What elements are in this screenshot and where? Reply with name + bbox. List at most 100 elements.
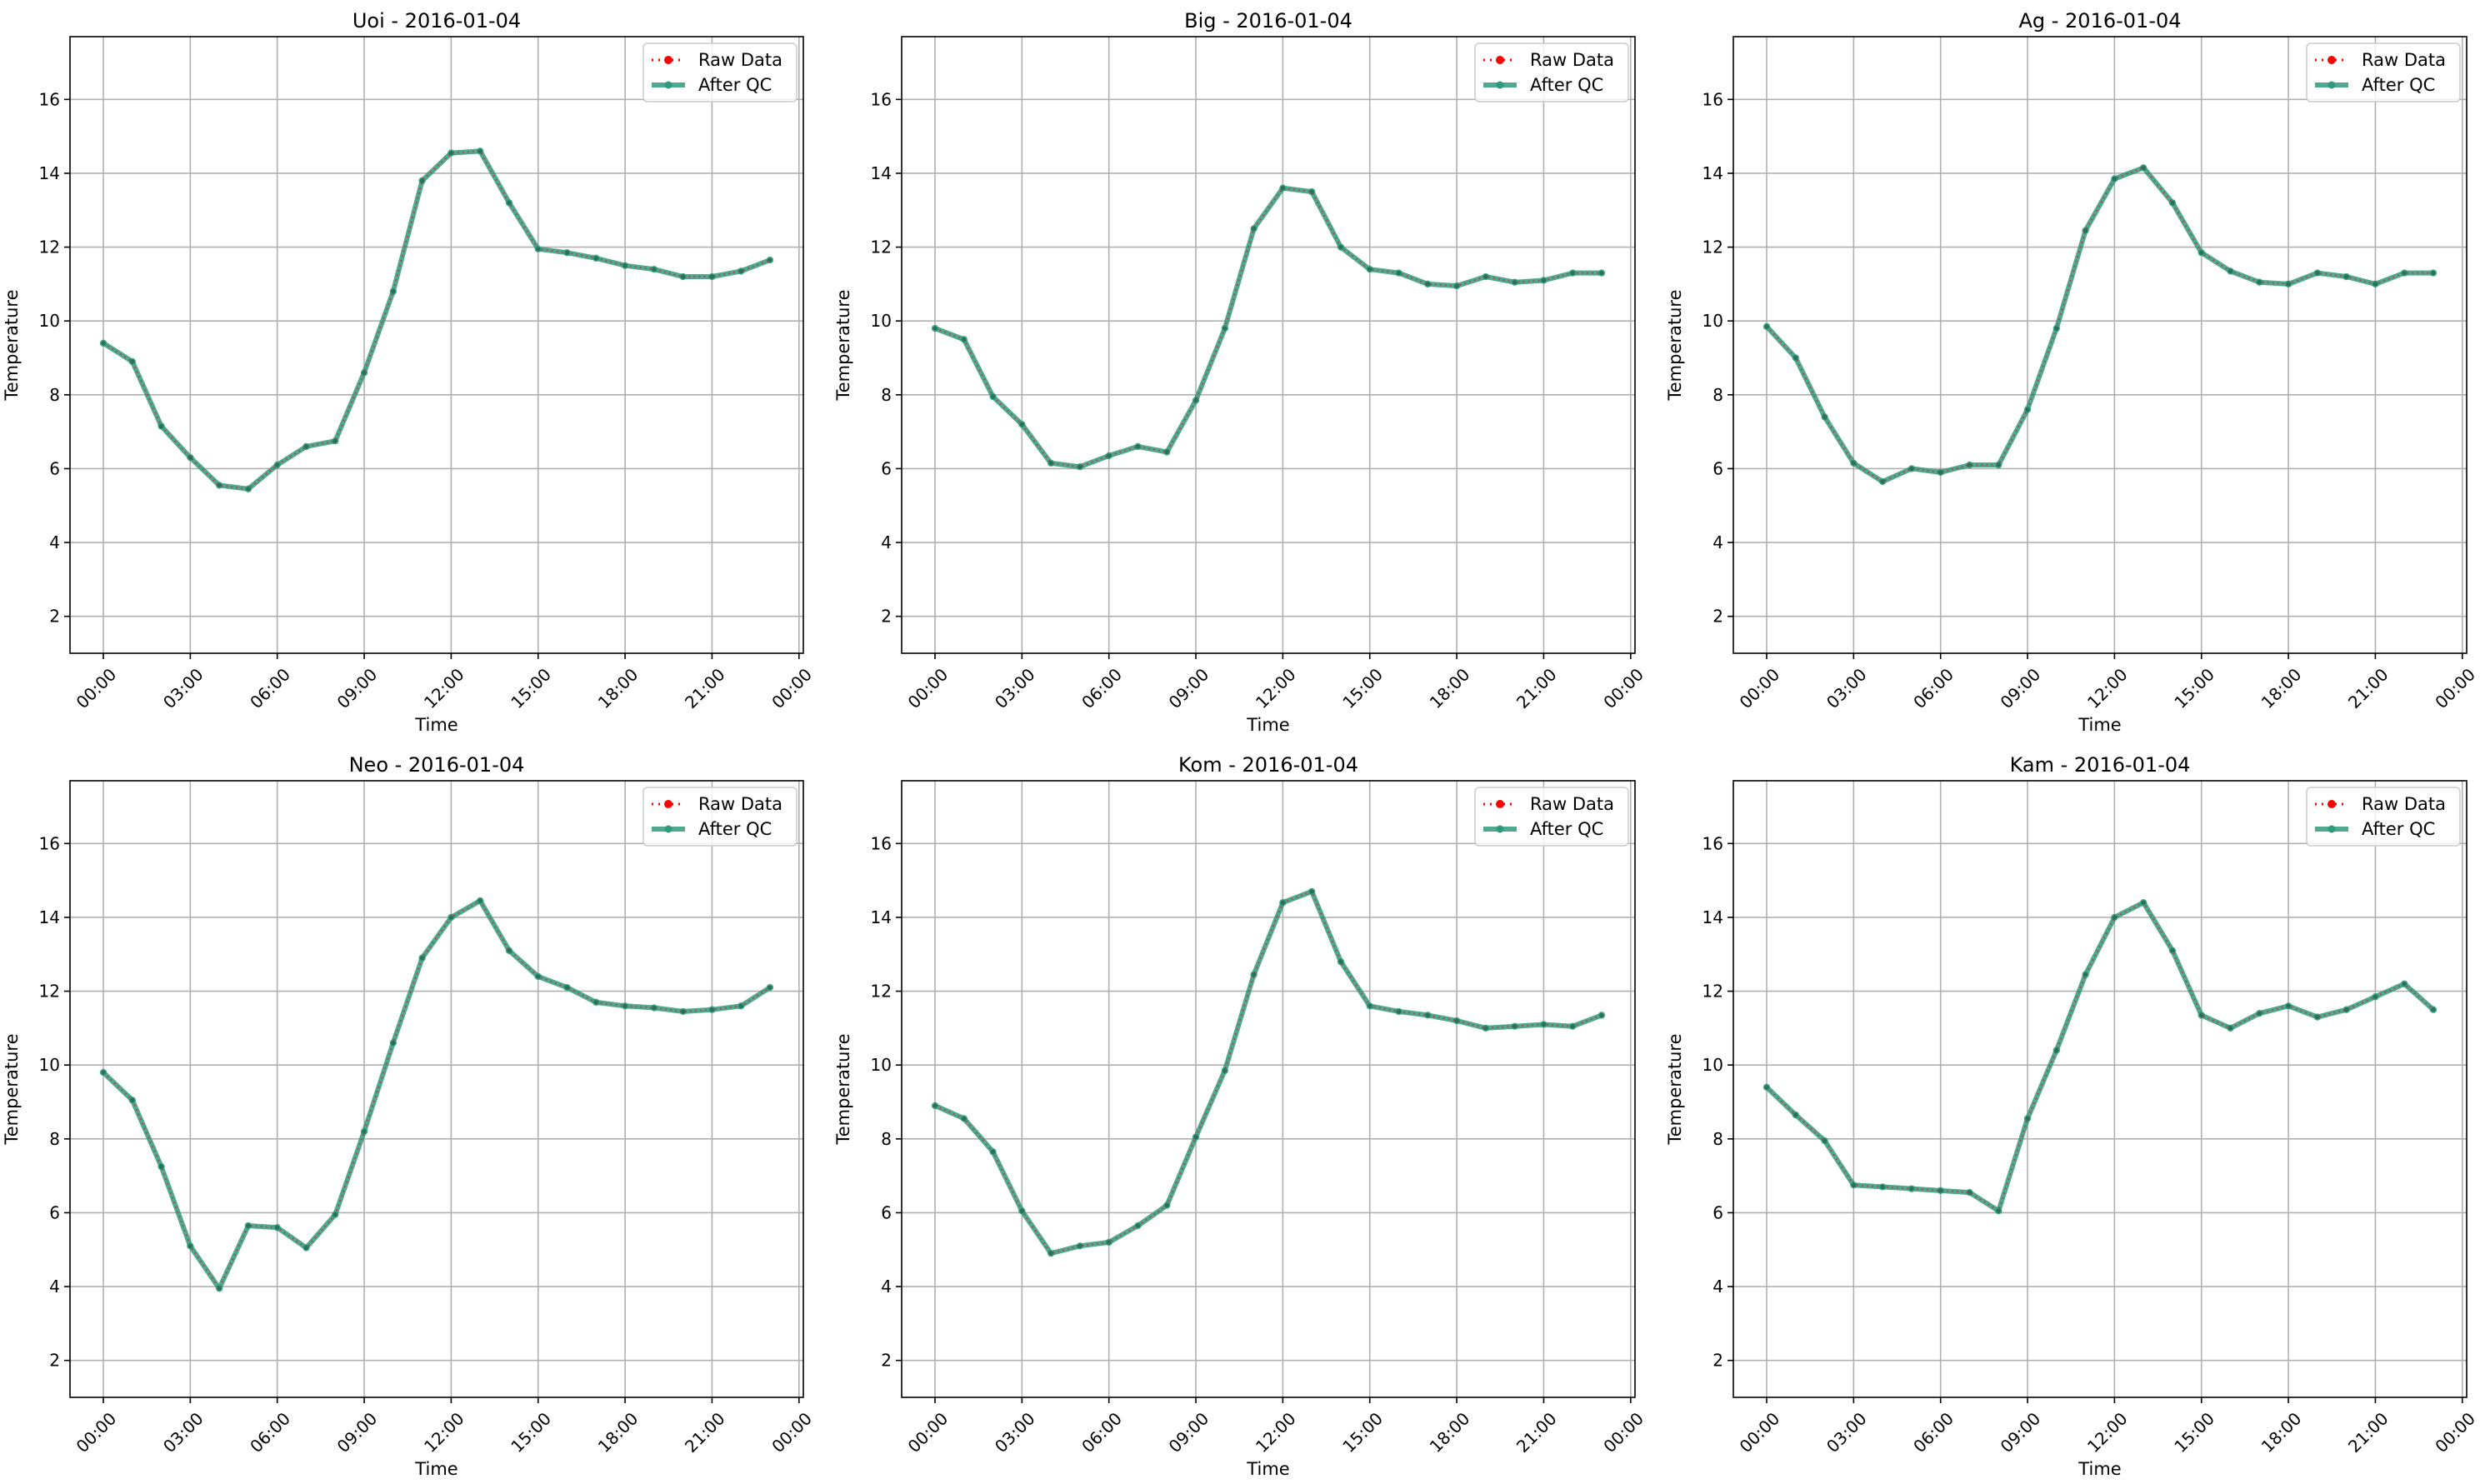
raw-data-point xyxy=(391,1041,396,1046)
x-tick-label: 18:00 xyxy=(1426,664,1474,712)
subplot-title: Uoi - 2016-01-04 xyxy=(352,9,521,32)
raw-data-point xyxy=(217,482,222,487)
legend-raw-label: Raw Data xyxy=(698,50,782,70)
raw-data-point xyxy=(962,337,967,342)
y-tick-label: 2 xyxy=(881,1351,892,1371)
y-tick-label: 14 xyxy=(871,907,892,927)
raw-data-point xyxy=(1599,270,1604,276)
raw-data-point xyxy=(2431,270,2436,276)
raw-data-point xyxy=(188,455,192,460)
raw-data-point xyxy=(2315,1014,2320,1020)
axes-frame xyxy=(1732,780,2468,1398)
x-axis-label: Time xyxy=(1246,715,1289,735)
raw-data-point xyxy=(1880,1184,1885,1190)
y-tick-label: 4 xyxy=(1712,1277,1723,1297)
raw-data-point xyxy=(1909,1187,1914,1192)
raw-data-point xyxy=(1570,1024,1575,1029)
raw-data-point xyxy=(990,1149,996,1154)
raw-data-point xyxy=(130,1097,135,1102)
raw-data-point xyxy=(1938,1188,1943,1193)
x-tick-label: 15:00 xyxy=(2170,1408,2218,1457)
raw-data-point xyxy=(1193,397,1198,403)
raw-data-point xyxy=(1338,244,1343,250)
raw-data-point xyxy=(990,394,996,399)
raw-data-point xyxy=(593,1000,598,1005)
x-tick-label: 15:00 xyxy=(2170,664,2218,712)
x-tick-label: 00:00 xyxy=(1599,664,1648,712)
x-tick-label: 21:00 xyxy=(1512,1408,1561,1457)
legend-qc-label: After QC xyxy=(2362,819,2435,839)
grid xyxy=(902,781,1635,1397)
y-tick-label: 10 xyxy=(39,1055,60,1075)
raw-data-point xyxy=(362,1129,367,1134)
series-after-qc xyxy=(1762,164,2438,486)
x-tick-label: 12:00 xyxy=(2083,664,2132,712)
x-axis-label: Time xyxy=(2078,1459,2121,1479)
x-tick-label: 00:00 xyxy=(1736,1408,1784,1457)
y-tick-label: 2 xyxy=(1712,1351,1723,1371)
y-tick-label: 4 xyxy=(1712,532,1723,552)
raw-data-point xyxy=(101,1070,106,1075)
raw-data-point xyxy=(1396,1009,1402,1014)
legend-raw-marker xyxy=(2328,56,2336,64)
x-axis-label: Time xyxy=(414,1459,458,1479)
x-tick-label: 00:00 xyxy=(904,664,952,712)
raw-data-point xyxy=(2315,270,2320,276)
legend: Raw Data After QC xyxy=(2306,42,2461,102)
x-tick-label: 09:00 xyxy=(1997,664,2045,712)
grid xyxy=(1733,781,2467,1397)
raw-data-point xyxy=(303,444,309,449)
raw-data-point xyxy=(2257,1011,2262,1016)
y-tick-label: 8 xyxy=(1712,1129,1723,1149)
subplot-title: Big - 2016-01-04 xyxy=(1184,9,1352,32)
raw-data-point xyxy=(1454,1018,1459,1023)
raw-data-point xyxy=(332,438,338,443)
raw-data-line xyxy=(1766,167,2433,483)
y-tick-label: 2 xyxy=(881,607,892,627)
x-tick-label: 21:00 xyxy=(2344,664,2392,712)
raw-data-point xyxy=(2344,274,2349,279)
x-axis-label: Time xyxy=(1246,1459,1289,1479)
x-tick-label: 00:00 xyxy=(1736,664,1784,712)
raw-data-point xyxy=(536,247,541,252)
raw-data-point xyxy=(1193,1135,1198,1140)
raw-data-point xyxy=(536,974,541,979)
y-axis-label: Temperature xyxy=(833,1033,853,1145)
series-after-qc xyxy=(99,147,774,493)
x-tick-label: 03:00 xyxy=(1822,664,1871,712)
grid xyxy=(70,37,803,653)
raw-data-point xyxy=(2083,972,2088,977)
raw-data-point xyxy=(1252,972,1257,977)
raw-data-point xyxy=(1570,270,1575,276)
raw-data-point xyxy=(1909,466,1914,472)
raw-data-point xyxy=(448,915,453,920)
raw-data-point xyxy=(1048,461,1053,466)
raw-data-point xyxy=(681,1009,686,1014)
subplot-title: Neo - 2016-01-04 xyxy=(349,753,525,777)
raw-data-point xyxy=(564,985,570,990)
after-qc-line xyxy=(933,888,1603,1257)
raw-data-point xyxy=(1541,1022,1547,1027)
x-tick-label: 06:00 xyxy=(1909,1408,1958,1457)
legend-raw-marker xyxy=(1496,56,1504,64)
legend-raw-label: Raw Data xyxy=(1530,794,1614,814)
axes-frame xyxy=(901,780,1636,1398)
y-tick-label: 14 xyxy=(39,163,60,183)
raw-data-point xyxy=(275,1225,280,1230)
y-axis-label: Temperature xyxy=(1665,289,1685,401)
x-tick-label: 21:00 xyxy=(681,1408,729,1457)
raw-data-point xyxy=(362,370,367,375)
raw-data-point xyxy=(2170,200,2175,206)
raw-data-point xyxy=(246,1223,251,1228)
raw-data-point xyxy=(2286,1003,2291,1008)
y-axis-label: Temperature xyxy=(2,1033,22,1145)
y-tick-label: 8 xyxy=(881,1129,892,1149)
raw-data-point xyxy=(188,1243,192,1248)
raw-data-point xyxy=(768,257,772,262)
raw-data-point xyxy=(1309,889,1314,894)
raw-data-point xyxy=(303,1245,309,1251)
x-tick-label: 03:00 xyxy=(159,664,208,712)
raw-data-point xyxy=(1851,1182,1856,1187)
legend-qc-marker xyxy=(664,81,672,89)
raw-data-point xyxy=(1019,422,1024,427)
